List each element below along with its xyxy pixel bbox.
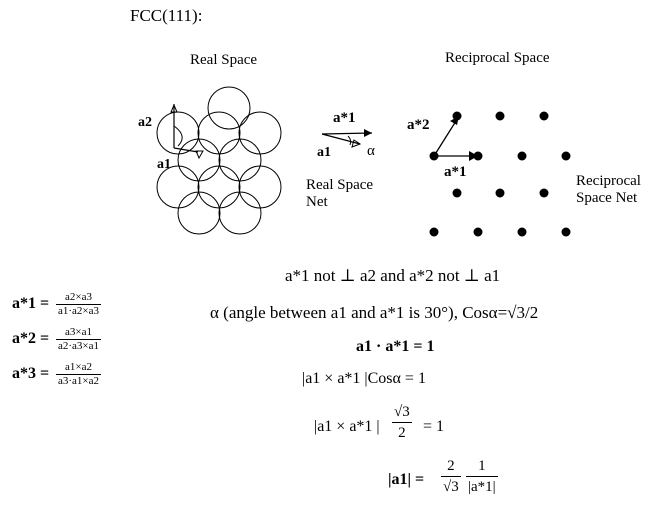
equation-4-fraction-1: 2 √3: [441, 456, 461, 497]
arrowhead: [364, 129, 372, 137]
atom: [218, 138, 262, 182]
def2-lhs: a*2 =: [12, 330, 50, 347]
recip-point: [429, 227, 439, 237]
arrowhead: [351, 139, 362, 148]
recip-astar1-label: a*1: [444, 164, 467, 180]
recip-point: [517, 227, 527, 237]
equation-4-denominator-1: √3: [443, 479, 459, 495]
atom: [177, 191, 221, 235]
recip-point: [561, 227, 571, 237]
recip-point: [452, 188, 462, 198]
def3-denominator: a3·a1×a2: [58, 375, 100, 387]
real-space-lattice: [156, 86, 282, 235]
a2-label: a2: [138, 115, 152, 130]
equation-3-numerator: √3: [392, 402, 412, 423]
a1-vector: [173, 147, 199, 153]
recip-point: [495, 111, 505, 121]
alpha-statement: α (angle between a1 and a*1 is 30°), Cos…: [210, 303, 539, 322]
net-caption-line2: Net: [306, 194, 328, 210]
a1-label: a1: [157, 157, 171, 172]
net-astar1-label: a*1: [333, 110, 356, 126]
recip-point: [452, 111, 462, 121]
recip-point: [561, 151, 571, 161]
equation-4-denominator-2: |a*1|: [468, 479, 496, 495]
astar2-vector: [433, 120, 457, 157]
recip-point: [517, 151, 527, 161]
alpha-label: α: [367, 143, 375, 159]
def2-fraction: a3×a1 a2·a3×a1: [56, 326, 102, 353]
recip-point: [539, 188, 549, 198]
atom: [156, 165, 200, 209]
equation-4-numerator-2: 1: [466, 456, 498, 477]
def3-lhs: a*3 =: [12, 365, 50, 382]
net-a1-label: a1: [317, 145, 331, 160]
recip-point: [495, 188, 505, 198]
recip-point: [473, 227, 483, 237]
page-title: FCC(111):: [130, 6, 203, 25]
def3-numerator: a1×a2: [56, 361, 102, 375]
equation-1: a1 · a*1 = 1: [356, 338, 435, 355]
atom: [207, 86, 251, 130]
def1-fraction: a2×a3 a1·a2×a3: [56, 291, 102, 318]
atom: [218, 191, 262, 235]
vector-curve: [173, 125, 183, 147]
reciprocal-lattice: [429, 111, 571, 237]
reciprocal-space-label: Reciprocal Space: [445, 50, 550, 66]
def1-lhs: a*1 =: [12, 295, 50, 312]
equation-3-right: = 1: [423, 418, 445, 435]
real-space-label: Real Space: [190, 52, 258, 68]
recip-side-line2: Space Net: [576, 190, 638, 206]
equation-2: |a1 × a*1 |Cosα = 1: [302, 370, 426, 387]
equation-3-left: |a1 × a*1 |: [314, 418, 380, 435]
arrowhead: [469, 151, 478, 161]
atom: [177, 138, 221, 182]
def2-numerator: a3×a1: [56, 326, 102, 340]
atom: [197, 165, 241, 209]
def1-numerator: a2×a3: [56, 291, 102, 305]
recip-side-line1: Reciprocal: [576, 173, 641, 189]
atom: [238, 111, 282, 155]
atom: [156, 111, 200, 155]
recip-astar2-label: a*2: [407, 117, 430, 133]
atom: [197, 111, 241, 155]
recip-point: [539, 111, 549, 121]
not-perpendicular-statement: a*1 not ⊥ a2 and a*2 not ⊥ a1: [285, 266, 501, 285]
equation-3-denominator: 2: [398, 425, 406, 441]
alpha-arc: [347, 135, 352, 146]
triangle-marker: [195, 150, 204, 160]
atom: [238, 165, 282, 209]
def1-denominator: a1·a2×a3: [58, 305, 100, 317]
equation-3-fraction: √3 2: [392, 402, 412, 443]
astar1-net-vector: [321, 132, 373, 135]
equation-4-numerator-1: 2: [441, 456, 461, 477]
net-caption-line1: Real Space: [306, 177, 374, 193]
arrowhead: [450, 116, 459, 125]
equation-4-fraction-2: 1 |a*1|: [466, 456, 498, 497]
equation-4-left: |a1| =: [388, 471, 425, 488]
def2-denominator: a2·a3×a1: [58, 340, 100, 352]
def3-fraction: a1×a2 a3·a1×a2: [56, 361, 102, 388]
a1-net-vector: [321, 133, 361, 145]
